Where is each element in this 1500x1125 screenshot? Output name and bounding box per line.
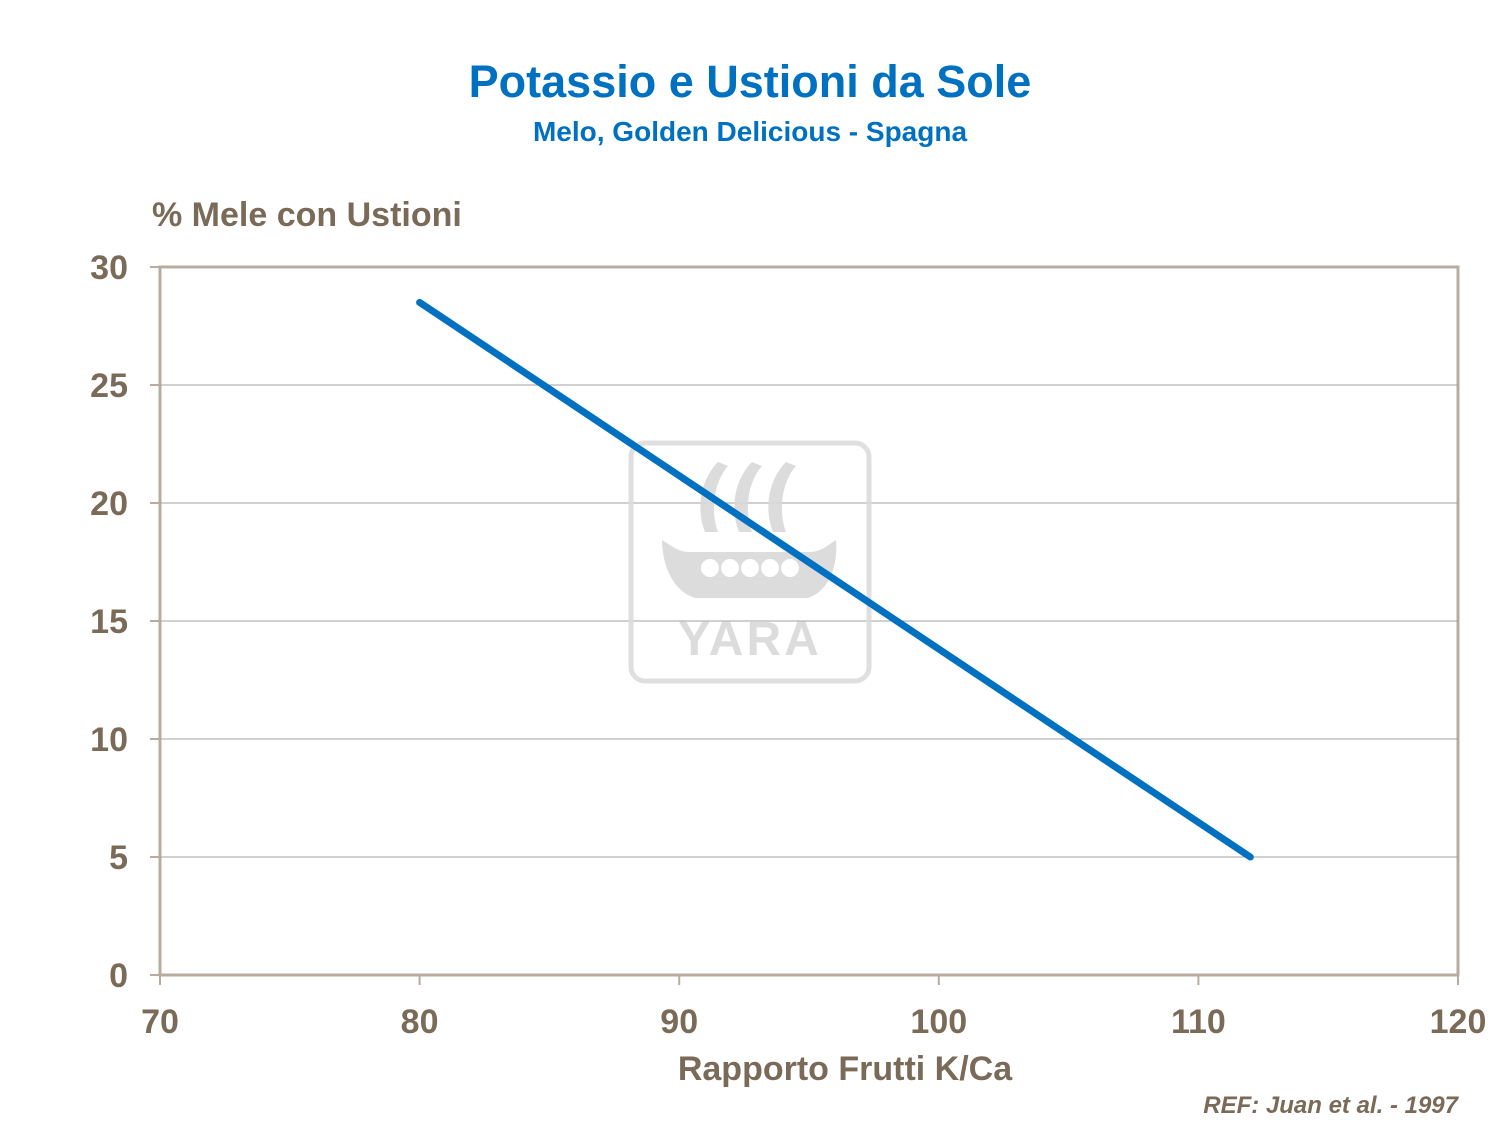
x-tick-label: 120	[1430, 1003, 1487, 1041]
series-line	[416, 298, 1254, 861]
x-axis-label: Rapporto Frutti K/Ca	[677, 1050, 1013, 1088]
y-tick-label: 5	[109, 839, 128, 877]
chart-subtitle: Melo, Golden Delicious - Spagna	[532, 116, 968, 147]
axis-ticks: 0 5 10 15 20 25 30 70 80 90 100 110 120	[90, 249, 1486, 1041]
y-tick-label: 25	[90, 367, 128, 405]
y-tick-label: 15	[90, 603, 128, 641]
x-tick-label: 80	[401, 1003, 439, 1041]
x-tick-label: 90	[660, 1003, 698, 1041]
y-tick-label: 20	[90, 485, 128, 523]
watermark-text: YARA	[678, 613, 822, 666]
series-layer	[416, 298, 1254, 861]
x-tick-label: 70	[141, 1003, 179, 1041]
chart-title: Potassio e Ustioni da Sole	[468, 56, 1032, 107]
gridlines	[160, 384, 1458, 858]
y-tick-label: 0	[109, 957, 128, 995]
watermark-frame	[628, 440, 872, 684]
x-tick-label: 100	[910, 1003, 967, 1041]
reference-note: REF: Juan et al. - 1997	[1203, 1092, 1458, 1119]
yara-watermark: YARA	[628, 440, 872, 684]
y-axis-label: % Mele con Ustioni	[152, 196, 462, 234]
y-tick-label: 30	[90, 249, 128, 287]
x-tick-label: 110	[1171, 1003, 1226, 1041]
y-tick-label: 10	[90, 721, 128, 759]
